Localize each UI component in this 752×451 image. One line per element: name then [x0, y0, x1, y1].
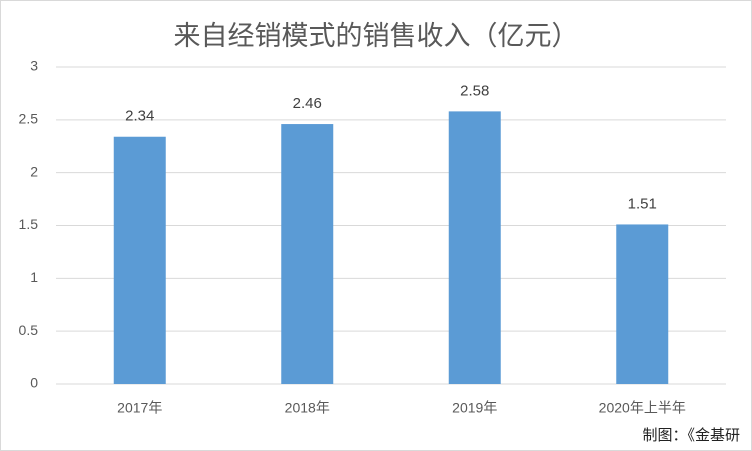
- y-tick-label: 0: [30, 375, 38, 391]
- bar: [616, 224, 669, 384]
- y-tick-label: 2: [30, 163, 38, 179]
- data-label: 2.46: [293, 95, 322, 112]
- chart-title: 来自经销模式的销售收入（亿元）: [174, 21, 579, 51]
- x-tick-label: 2017年: [117, 400, 162, 416]
- y-tick-label: 2.5: [19, 111, 39, 127]
- bar: [113, 136, 166, 384]
- x-tick-label: 2018年: [285, 400, 330, 416]
- y-tick-label: 0.5: [19, 322, 39, 338]
- data-label: 1.51: [628, 195, 657, 212]
- annotation: 制图：《金基研: [642, 427, 740, 444]
- data-label: 2.34: [125, 108, 154, 125]
- y-tick-label: 3: [30, 58, 38, 74]
- bar: [281, 124, 334, 384]
- x-tick-label: 2020年上半年: [599, 400, 686, 416]
- bar: [448, 111, 501, 384]
- data-label: 2.58: [460, 82, 489, 99]
- y-tick-label: 1.5: [19, 216, 39, 232]
- x-tick-label: 2019年: [452, 400, 497, 416]
- y-tick-label: 1: [30, 269, 38, 285]
